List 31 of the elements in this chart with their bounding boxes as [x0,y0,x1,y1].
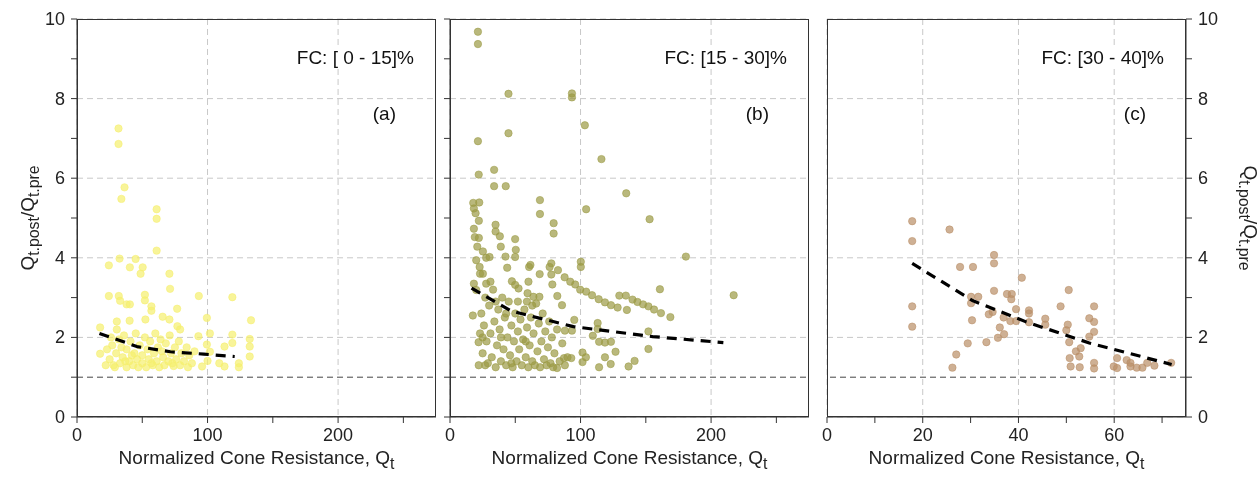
y-tick-label: 8 [54,88,65,109]
y-tick-label: 6 [54,168,65,189]
y2-tick-label: 0 [1198,407,1209,427]
x-tick-label: 0 [444,425,456,445]
y2-tick-label: 8 [1198,88,1209,109]
x-tick-label: 20 [912,425,933,445]
annotation: FC: [30 - 40]% [1041,47,1164,69]
y2-tick-label: 6 [1198,168,1209,189]
annotation: FC: [15 - 30]% [664,47,787,69]
y-tick-label: 4 [54,247,65,268]
annotation: (a) [372,103,396,125]
annotation: FC: [ 0 - 15]% [296,47,414,69]
y2-tick-label: 4 [1198,247,1209,268]
x-tick-label: 100 [565,425,596,445]
y2-tick-label: 2 [1198,327,1209,348]
x-axis-title: Normalized Cone Resistance, Q$_{t}$ [490,447,769,473]
y-tick-label: 2 [54,327,65,348]
annotation: (b) [745,103,769,125]
x-tick-label: 0 [71,425,83,445]
annotation: (c) [1123,103,1146,125]
x-tick-label: 0 [821,425,833,445]
x-tick-label: 40 [1008,425,1029,445]
x-axis-title: Normalized Cone Resistance, Q$_{t}$ [867,447,1146,473]
y-tick-label: 0 [54,407,65,427]
x-tick-label: 100 [192,425,223,445]
x-tick-label: 200 [323,425,354,445]
x-tick-label: 200 [696,425,727,445]
y-tick-label: 10 [44,9,65,29]
x-axis-title: Normalized Cone Resistance, Q$_{t}$ [117,447,396,473]
y2-tick-label: 10 [1198,9,1219,29]
x-tick-label: 60 [1104,425,1125,445]
